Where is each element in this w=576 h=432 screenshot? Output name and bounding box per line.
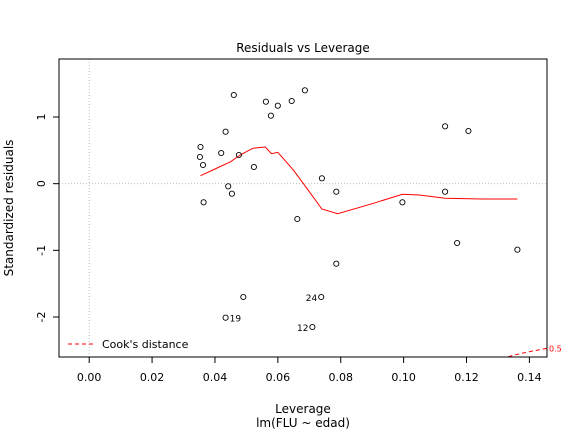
- data-point: [274, 102, 281, 109]
- data-points: [196, 87, 521, 331]
- contour-labels: 0.5: [549, 344, 562, 353]
- point-label: 12: [297, 324, 308, 334]
- data-point: [399, 199, 406, 206]
- chart-title: Residuals vs Leverage: [236, 41, 370, 55]
- model-formula-label: lm(FLU ~ edad): [256, 416, 350, 430]
- data-point: [197, 143, 204, 151]
- data-point: [454, 239, 461, 247]
- data-point: [267, 112, 274, 119]
- data-point: [235, 151, 242, 159]
- smooth-line: [200, 146, 518, 215]
- data-point: [230, 91, 237, 99]
- y-tick-label: -2: [35, 312, 48, 323]
- cooks-distance-contours: [504, 347, 547, 357]
- point-label: 19: [230, 315, 242, 325]
- data-point: [514, 246, 521, 253]
- legend: Cook's distance: [68, 338, 189, 351]
- legend-label-cooks-distance: Cook's distance: [102, 338, 189, 351]
- data-point: [222, 314, 229, 321]
- data-point: [288, 97, 295, 105]
- data-point: [465, 127, 472, 135]
- data-point: [333, 260, 340, 267]
- data-point: [294, 215, 301, 223]
- x-tick-label: 0.00: [77, 371, 102, 384]
- y-axis: -2 -1 0 1: [35, 114, 60, 323]
- data-point: [318, 175, 325, 182]
- smoothed-trend-line: [200, 146, 518, 215]
- y-tick-label: 1: [35, 114, 48, 121]
- x-tick-label: 0.08: [328, 371, 353, 384]
- y-axis-label: Standardized residuals: [2, 140, 16, 277]
- data-point: [218, 149, 225, 157]
- data-point: [196, 153, 203, 161]
- cooks-contour-label: 0.5: [549, 344, 562, 353]
- x-tick-label: 0.06: [266, 371, 291, 384]
- plot-frame: [58, 58, 548, 358]
- data-point: [309, 323, 316, 331]
- data-point: [240, 293, 247, 301]
- reference-lines: [59, 59, 547, 357]
- data-point: [228, 190, 235, 197]
- x-tick-label: 0.10: [391, 371, 416, 384]
- data-point: [262, 98, 269, 105]
- x-tick-label: 0.12: [454, 371, 479, 384]
- data-point: [225, 183, 232, 190]
- x-axis: 0.00 0.02 0.04 0.06 0.08 0.10 0.12 0.14: [77, 356, 542, 384]
- data-point: [318, 293, 325, 301]
- data-point: [199, 161, 207, 169]
- data-point: [301, 87, 308, 94]
- data-point: [250, 163, 257, 171]
- data-point: [442, 123, 449, 130]
- x-tick-label: 0.04: [203, 371, 228, 384]
- data-point: [333, 188, 340, 195]
- cooks-contour-0: [504, 347, 547, 357]
- data-point: [442, 188, 449, 195]
- point-labels: 19 24 12: [230, 294, 318, 334]
- y-tick-label: -1: [35, 245, 48, 256]
- point-label: 24: [306, 294, 318, 304]
- x-tick-label: 0.14: [517, 371, 542, 384]
- y-tick-label: 0: [35, 180, 48, 187]
- x-tick-label: 0.02: [140, 371, 165, 384]
- x-axis-label: Leverage: [275, 402, 331, 416]
- data-point: [200, 199, 207, 206]
- data-point: [222, 128, 229, 135]
